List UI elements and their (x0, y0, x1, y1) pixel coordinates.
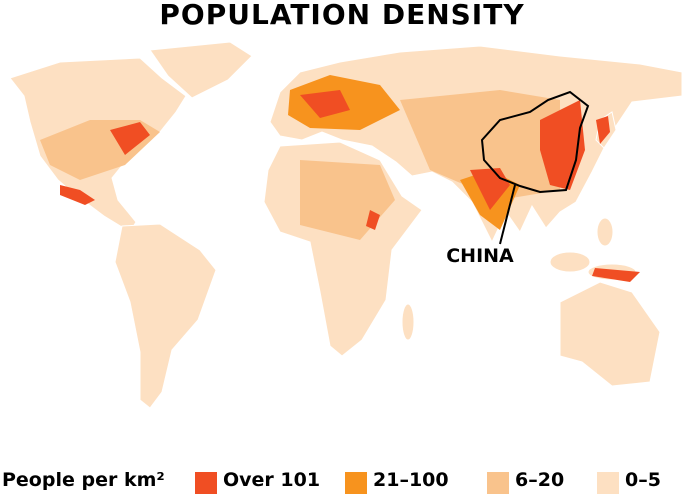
legend-swatch (345, 472, 367, 494)
legend-swatch (487, 472, 509, 494)
density-overlay (40, 75, 640, 282)
legend-swatch (195, 472, 217, 494)
legend-label: 6–20 (515, 469, 564, 491)
legend-swatch (597, 472, 619, 494)
legend: Over 101 21–100 6–20 0–5 (195, 469, 661, 494)
legend-label: Over 101 (223, 469, 320, 491)
country-label: CHINA (446, 245, 514, 267)
pointer-line (499, 184, 516, 245)
china-outline (480, 90, 590, 194)
map-title: POPULATION DENSITY (159, 0, 524, 31)
legend-title: People per km² (2, 469, 165, 491)
legend-label: 21–100 (373, 469, 449, 491)
legend-label: 0–5 (625, 469, 661, 491)
